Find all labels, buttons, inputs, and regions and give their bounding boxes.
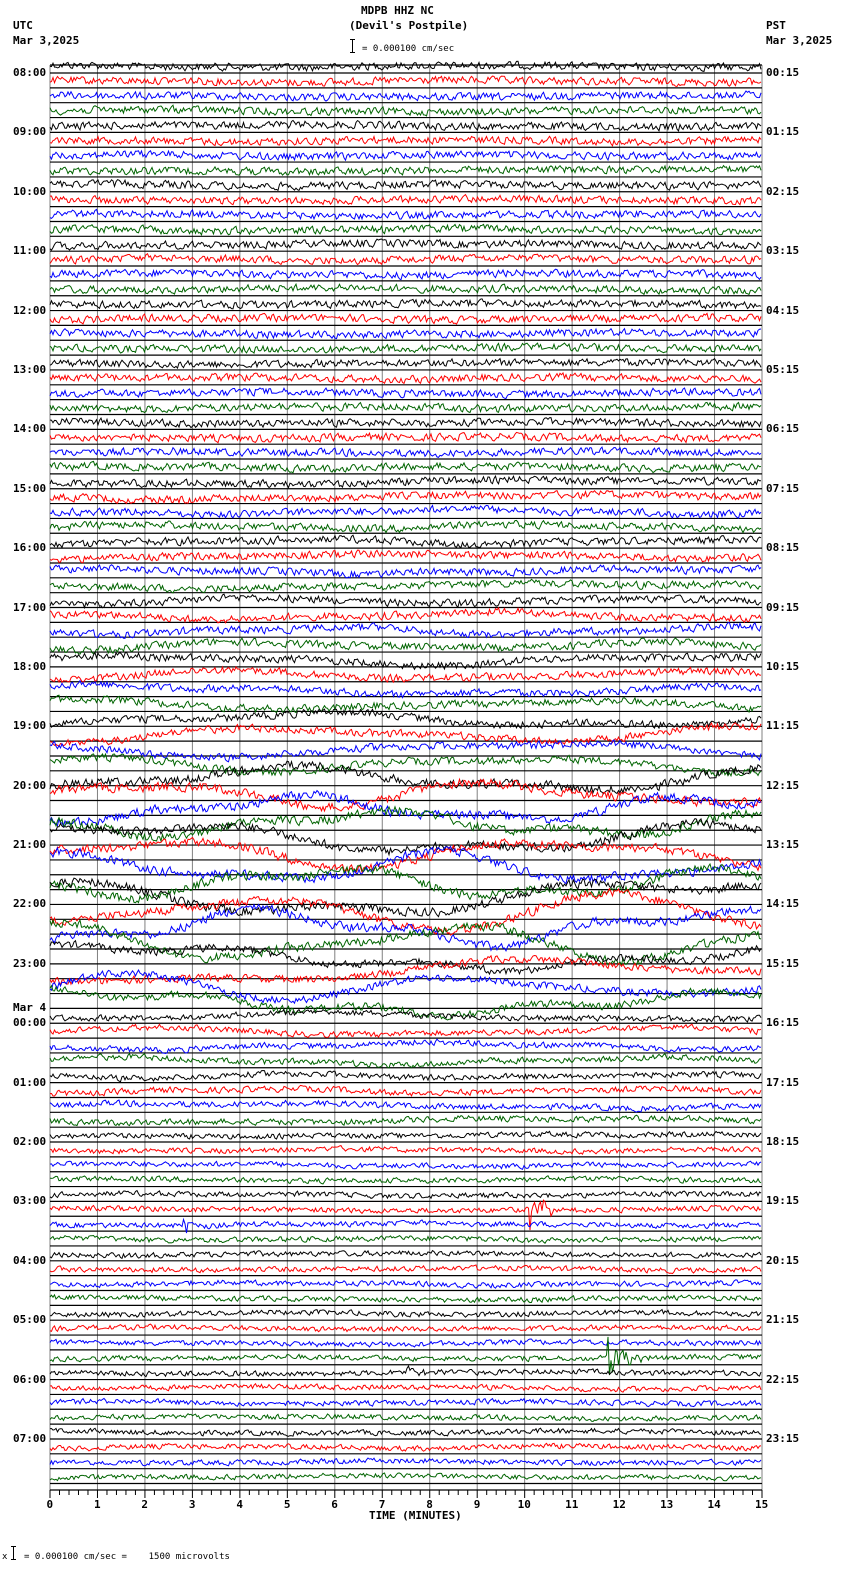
utc-hour-label: 07:00 bbox=[13, 1431, 47, 1445]
pst-hour-label: 06:15 bbox=[766, 422, 800, 436]
utc-hour-label: 02:00 bbox=[13, 1135, 47, 1149]
utc-hour-label: 01:00 bbox=[13, 1075, 47, 1089]
pst-hour-label: 09:15 bbox=[766, 600, 800, 614]
utc-hour-label: 08:00 bbox=[13, 66, 47, 79]
x-tick-label: 4 bbox=[236, 1498, 243, 1511]
utc-hour-label: 18:00 bbox=[13, 659, 47, 673]
left-timezone: UTC bbox=[13, 19, 33, 32]
pst-hour-label: 02:15 bbox=[766, 184, 800, 198]
pst-hour-label: 04:15 bbox=[766, 303, 800, 317]
pst-hour-label: 05:15 bbox=[766, 362, 800, 376]
x-tick-label: 7 bbox=[378, 1498, 386, 1511]
pst-hour-label: 10:15 bbox=[766, 659, 800, 673]
pst-hour-label: 17:15 bbox=[766, 1075, 800, 1089]
station-location: (Devil's Postpile) bbox=[349, 19, 469, 32]
x-axis-title: TIME (MINUTES) bbox=[369, 1509, 462, 1522]
pst-hour-label: 14:15 bbox=[766, 897, 800, 911]
utc-hour-label: 05:00 bbox=[13, 1313, 47, 1327]
date-change-label: Mar 4 bbox=[13, 1001, 47, 1015]
right-date: Mar 3,2025 bbox=[766, 34, 833, 47]
pst-hour-label: 20:15 bbox=[766, 1253, 800, 1267]
x-tick-label: 6 bbox=[331, 1498, 338, 1511]
station-title: MDPB HHZ NC bbox=[361, 4, 434, 17]
utc-hour-label: 22:00 bbox=[13, 897, 47, 911]
x-tick-label: 13 bbox=[660, 1498, 674, 1511]
pst-hour-label: 15:15 bbox=[766, 956, 800, 970]
scale-text: = 0.000100 cm/sec bbox=[362, 44, 455, 54]
utc-hour-label: 17:00 bbox=[13, 600, 47, 614]
pst-hour-label: 00:15 bbox=[766, 66, 800, 79]
utc-hour-label: 23:00 bbox=[13, 956, 47, 970]
footer-scale-bar-icon bbox=[11, 1546, 19, 1560]
pst-hour-label: 19:15 bbox=[766, 1194, 800, 1208]
x-tick-label: 15 bbox=[755, 1498, 769, 1511]
utc-hour-label: 10:00 bbox=[13, 184, 47, 198]
pst-hour-label: 07:15 bbox=[766, 481, 800, 495]
utc-hour-label: 21:00 bbox=[13, 838, 47, 852]
x-tick-label: 9 bbox=[473, 1498, 481, 1511]
x-tick-label: 5 bbox=[283, 1498, 291, 1511]
utc-hour-label: 00:00 bbox=[13, 1016, 47, 1030]
pst-hour-label: 18:15 bbox=[766, 1135, 800, 1149]
footer-scale-text: = 0.000100 cm/sec = 1500 microvolts bbox=[24, 1552, 230, 1562]
scale-bar-icon bbox=[350, 39, 358, 53]
x-tick-label: 2 bbox=[141, 1498, 149, 1511]
utc-hour-label: 03:00 bbox=[13, 1194, 47, 1208]
x-tick-label: 10 bbox=[517, 1498, 531, 1511]
utc-hour-label: 14:00 bbox=[13, 422, 47, 436]
utc-hour-label: 11:00 bbox=[13, 244, 47, 258]
utc-hour-label: 15:00 bbox=[13, 481, 47, 495]
pst-hour-label: 16:15 bbox=[766, 1016, 800, 1030]
left-date: Mar 3,2025 bbox=[13, 34, 80, 47]
x-tick-label: 3 bbox=[188, 1498, 196, 1511]
x-tick-label: 14 bbox=[707, 1498, 721, 1511]
utc-hour-label: 09:00 bbox=[13, 125, 47, 139]
pst-hour-label: 01:15 bbox=[766, 125, 800, 139]
pst-hour-label: 03:15 bbox=[766, 244, 800, 258]
pst-hour-label: 08:15 bbox=[766, 541, 800, 555]
pst-hour-label: 22:15 bbox=[766, 1372, 800, 1386]
utc-hour-label: 19:00 bbox=[13, 719, 47, 733]
utc-hour-label: 16:00 bbox=[13, 541, 47, 555]
utc-hour-label: 06:00 bbox=[13, 1372, 47, 1386]
x-tick-label: 8 bbox=[426, 1498, 433, 1511]
x-tick-label: 0 bbox=[46, 1498, 54, 1511]
pst-hour-label: 23:15 bbox=[766, 1431, 800, 1445]
footer-scale-prefix: x bbox=[2, 1552, 8, 1562]
pst-hour-label: 21:15 bbox=[766, 1313, 800, 1327]
utc-hour-label: 13:00 bbox=[13, 362, 47, 376]
pst-hour-label: 12:15 bbox=[766, 778, 800, 792]
utc-hour-label: 12:00 bbox=[13, 303, 47, 317]
utc-hour-label: 20:00 bbox=[13, 778, 47, 792]
x-tick-label: 11 bbox=[565, 1498, 579, 1511]
x-tick-label: 1 bbox=[93, 1498, 101, 1511]
pst-hour-label: 11:15 bbox=[766, 719, 800, 733]
pst-hour-label: 13:15 bbox=[766, 838, 800, 852]
right-timezone: PST bbox=[766, 19, 786, 32]
utc-hour-label: 04:00 bbox=[13, 1253, 47, 1267]
x-tick-label: 12 bbox=[612, 1498, 626, 1511]
